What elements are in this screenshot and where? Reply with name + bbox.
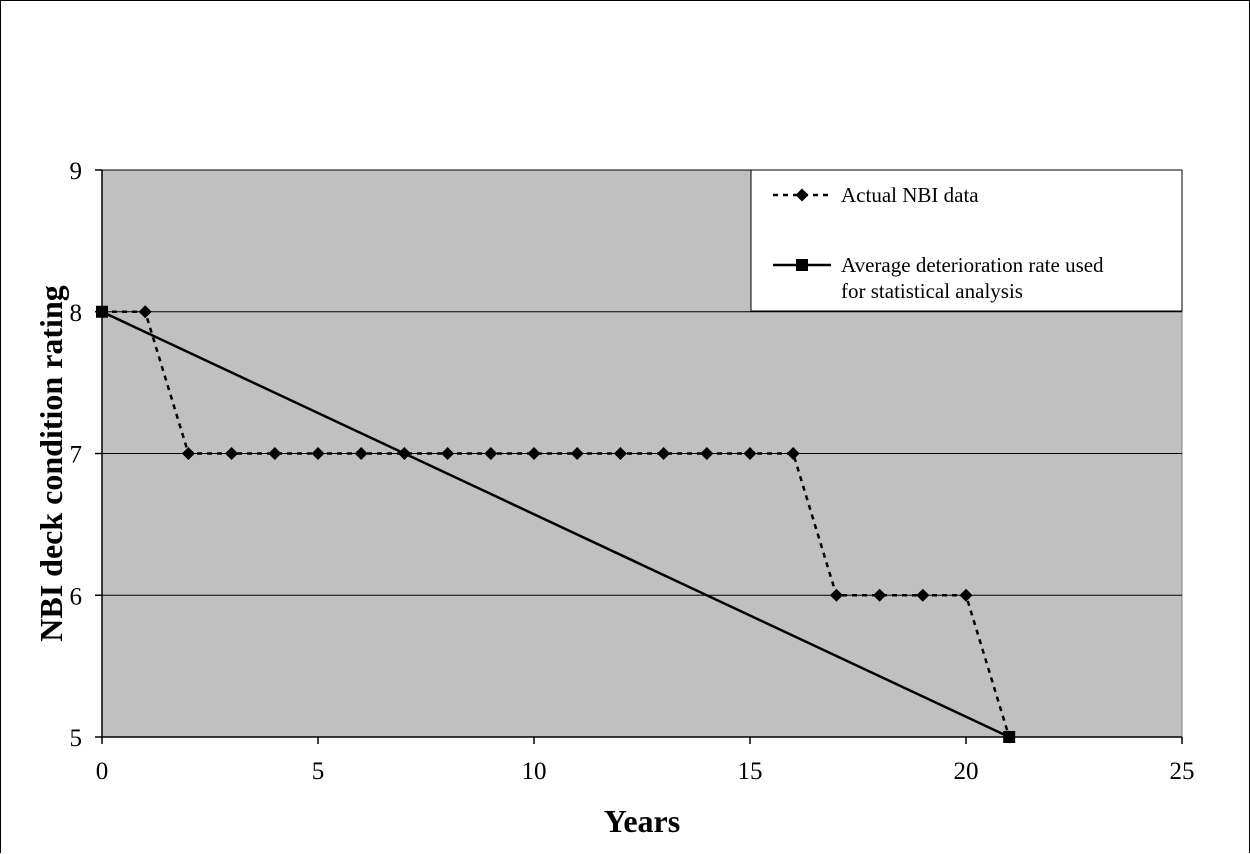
data-point <box>268 447 282 460</box>
data-point <box>873 588 887 602</box>
legend-label: Actual NBI data <box>841 183 979 207</box>
x-tick-label: 25 <box>1170 758 1195 785</box>
data-point <box>570 447 584 460</box>
series-line <box>101 310 1010 739</box>
data-point <box>1003 731 1016 743</box>
data-point <box>657 447 671 460</box>
data-point <box>743 447 757 460</box>
data-point <box>441 447 455 460</box>
data-point <box>959 588 973 602</box>
legend-box <box>750 169 1183 312</box>
legend-marker <box>795 188 809 202</box>
data-point <box>311 447 325 460</box>
y-tick-label: 5 <box>70 725 83 752</box>
data-point <box>225 447 239 460</box>
y-tick-label: 8 <box>70 300 83 327</box>
data-point <box>829 588 843 602</box>
legend: Actual NBI data Average deterioration rat… <box>750 169 1183 312</box>
x-axis-title: Years <box>604 803 680 839</box>
data-point <box>96 305 108 318</box>
series-2 <box>96 305 1016 743</box>
data-point <box>700 447 714 460</box>
x-tick-label: 15 <box>738 758 763 785</box>
data-point <box>484 447 498 460</box>
y-tick-label: 7 <box>70 442 83 469</box>
y-axis-title: NBI deck condition rating <box>33 285 69 641</box>
x-tick-label: 10 <box>522 758 547 785</box>
data-point <box>613 447 627 460</box>
legend-entry-1: Actual NBI data <box>773 183 979 207</box>
legend-label: Average deterioration rate used <box>841 253 1104 277</box>
data-point <box>527 447 541 460</box>
data-point <box>138 305 152 319</box>
x-tick-label: 5 <box>312 758 325 785</box>
data-point <box>181 447 195 460</box>
y-tick-label: 6 <box>70 583 83 610</box>
x-tick-label: 0 <box>96 758 109 785</box>
series-layer <box>95 305 1016 744</box>
legend-marker <box>796 259 808 271</box>
x-tick-label: 20 <box>954 758 979 785</box>
legend-label: for statistical analysis <box>841 279 1023 303</box>
data-point <box>354 447 368 460</box>
data-point <box>786 447 800 460</box>
y-tick-label: 9 <box>70 158 83 185</box>
data-point <box>916 588 930 602</box>
